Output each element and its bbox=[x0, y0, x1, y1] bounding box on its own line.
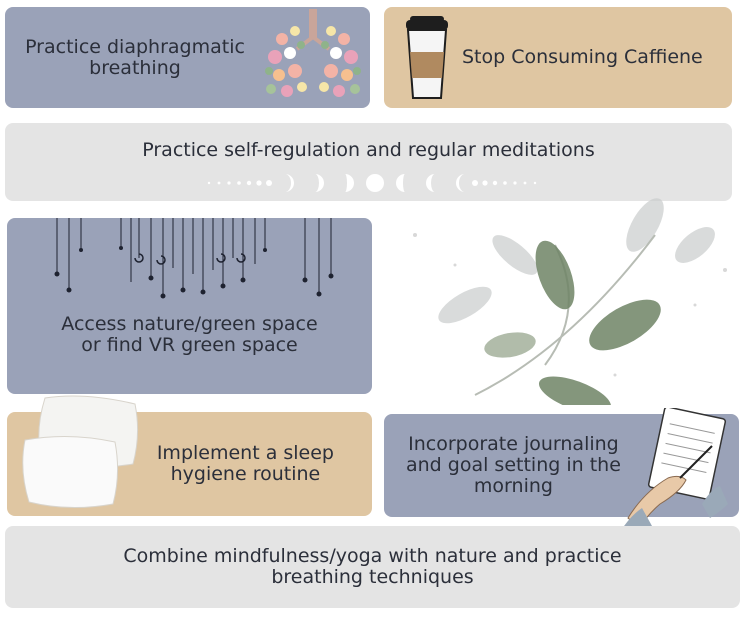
card-meditation: Practice self-regulation and regular med… bbox=[5, 123, 732, 201]
pillows-icon bbox=[22, 395, 139, 509]
nature-label: Access nature/green space or find VR gre… bbox=[61, 314, 317, 356]
card-sleep-hygiene: Implement a sleep hygiene routine bbox=[7, 395, 372, 516]
card-nature: Access nature/green space or find VR gre… bbox=[7, 218, 372, 394]
journaling-label-line3: morning bbox=[473, 475, 553, 497]
journaling-label: Incorporate journaling and goal setting … bbox=[406, 434, 621, 497]
nature-label-line1: Access nature/green space bbox=[61, 313, 318, 335]
card-stop-caffeine: Stop Consuming Caffiene bbox=[384, 7, 732, 108]
caffeine-label: Stop Consuming Caffiene bbox=[462, 46, 703, 68]
mindfulness-label-line1: Combine mindfulness/yoga with nature and… bbox=[123, 545, 622, 567]
sleep-label-line2: hygiene routine bbox=[170, 463, 321, 485]
journaling-label-line2: and goal setting in the bbox=[406, 454, 621, 476]
journaling-label-line1: Incorporate journaling bbox=[408, 433, 619, 455]
coffee-cup-icon bbox=[406, 16, 448, 99]
moon-phases-icon bbox=[207, 174, 537, 192]
eucalyptus-leaves-icon bbox=[413, 198, 727, 405]
card-mindfulness: Combine mindfulness/yoga with nature and… bbox=[5, 526, 740, 608]
hanging-stars-icon bbox=[54, 218, 334, 299]
nature-label-line2: or find VR green space bbox=[81, 334, 298, 356]
card-journaling: Incorporate journaling and goal setting … bbox=[384, 408, 739, 538]
mindfulness-label-line2: breathing techniques bbox=[271, 566, 474, 588]
journal-hand-icon bbox=[620, 408, 728, 538]
breathing-label-line2: breathing bbox=[89, 56, 181, 79]
sleep-label-line1: Implement a sleep bbox=[156, 442, 334, 464]
card-diaphragmatic-breathing: Practice diaphragmatic breathing bbox=[5, 7, 370, 108]
meditation-label: Practice self-regulation and regular med… bbox=[142, 139, 595, 161]
mindfulness-label: Combine mindfulness/yoga with nature and… bbox=[123, 546, 621, 588]
breathing-label-line1: Practice diaphragmatic bbox=[25, 35, 245, 58]
floral-lungs-icon bbox=[265, 9, 361, 97]
sleep-label: Implement a sleep hygiene routine bbox=[157, 443, 334, 485]
breathing-label: Practice diaphragmatic breathing bbox=[19, 35, 251, 79]
